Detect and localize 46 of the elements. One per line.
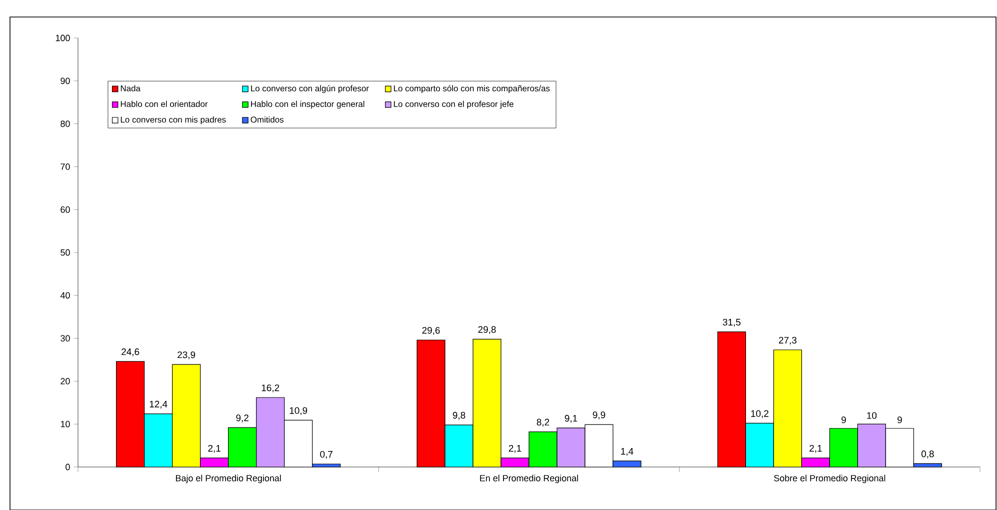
- data-label: 9,9: [592, 411, 606, 420]
- data-label: 10,9: [290, 407, 308, 415]
- data-label: 8,2: [536, 418, 550, 426]
- y-tick-label: 70: [60, 163, 70, 170]
- data-label: 24,6: [122, 348, 140, 356]
- data-label: 12,4: [150, 400, 168, 408]
- y-tick-label: 0: [66, 464, 70, 470]
- data-label: 0,8: [921, 450, 934, 458]
- legend-label: Lo converso con algún profesor: [251, 84, 369, 93]
- y-tick-label: 40: [60, 292, 70, 298]
- legend-label: Omitidos: [250, 116, 284, 122]
- legend-label: Hablo con el inspector general: [251, 100, 364, 108]
- x-tick-label: En el Promedio Regional: [480, 474, 578, 483]
- data-label: 9,1: [564, 414, 578, 423]
- legend-label: Nada: [120, 84, 140, 92]
- y-tick-label: 30: [60, 334, 70, 342]
- y-tick-label: 100: [56, 34, 70, 41]
- legend-label: Lo converso con el profesor jefe: [394, 100, 514, 108]
- data-label: 9: [897, 416, 902, 423]
- data-label: 16,2: [262, 384, 280, 392]
- legend-label: Lo converso con mis padres: [120, 116, 226, 124]
- data-label: 2,1: [810, 444, 822, 453]
- data-label: 27,3: [778, 336, 796, 344]
- y-tick-label: 50: [60, 249, 70, 256]
- data-label: 10,2: [751, 410, 768, 418]
- y-tick-label: 10: [60, 420, 70, 428]
- x-tick-label: Bajo el Promedio Regional: [176, 474, 281, 483]
- data-label: 9: [841, 416, 846, 423]
- legend-label: Lo comparto sólo con mis compañeros/as: [394, 84, 550, 93]
- data-label: 2,1: [508, 444, 522, 453]
- data-label: 9,2: [236, 414, 248, 422]
- y-tick-label: 60: [60, 206, 70, 213]
- legend-label: Hablo con el orientador: [120, 100, 208, 107]
- y-tick-label: 20: [60, 378, 70, 384]
- data-label: 2,1: [208, 444, 220, 453]
- data-label: 1,4: [621, 448, 634, 456]
- y-tick-label: 80: [60, 120, 70, 127]
- data-label: 10: [867, 412, 877, 419]
- data-label: 29,8: [478, 326, 496, 334]
- data-label: 9,8: [452, 412, 466, 420]
- x-tick-label: Sobre el Promedio Regional: [774, 474, 886, 483]
- data-label: 23,9: [178, 351, 196, 360]
- data-label: 31,5: [722, 318, 740, 326]
- data-label: 29,6: [422, 326, 440, 335]
- y-tick-label: 90: [60, 78, 70, 84]
- data-label: 0,7: [320, 450, 332, 459]
